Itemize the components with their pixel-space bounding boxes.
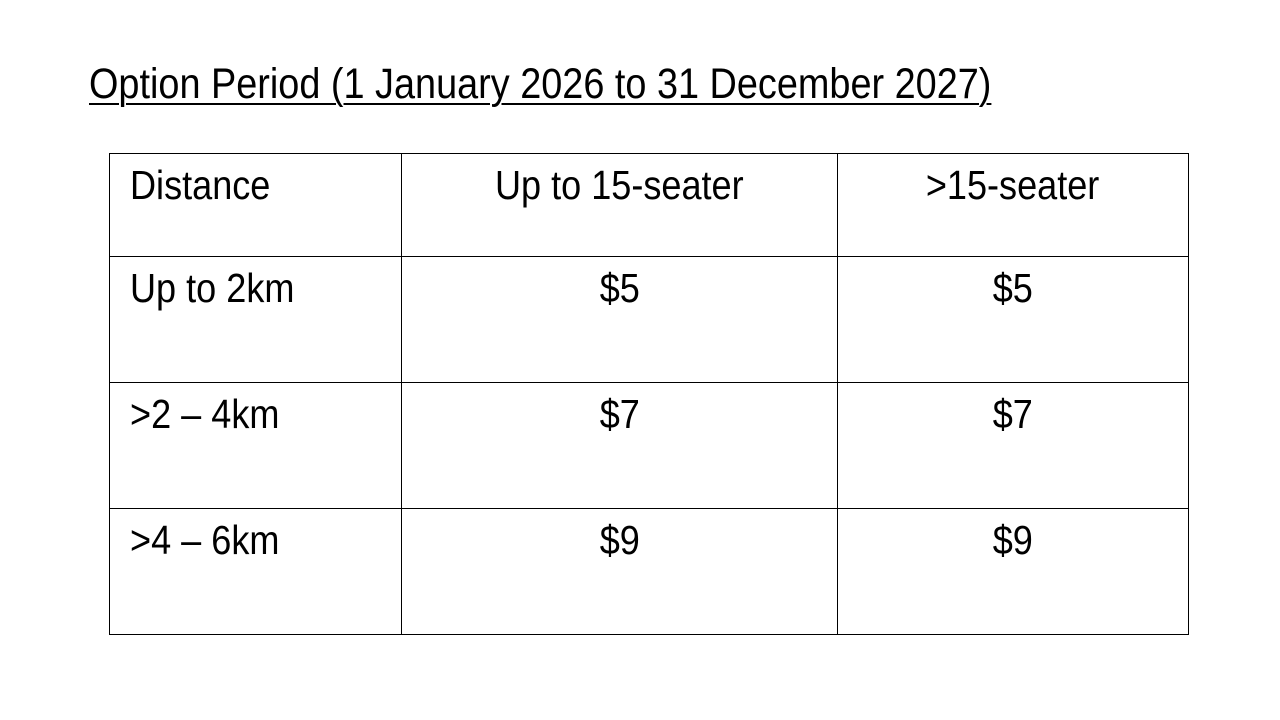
over-15-seater-cell: $9 bbox=[837, 508, 1189, 635]
distance-value: >4 – 6km bbox=[130, 517, 280, 563]
up-to-15-seater-cell: $5 bbox=[401, 256, 838, 383]
header-up-to-15-seater-label: Up to 15-seater bbox=[495, 162, 744, 208]
header-distance: Distance bbox=[109, 153, 402, 257]
up-to-15-seater-cell: $7 bbox=[401, 382, 838, 509]
up-to-15-seater-cell: $9 bbox=[401, 508, 838, 635]
over-15-seater-fare: $5 bbox=[992, 265, 1034, 311]
header-up-to-15-seater: Up to 15-seater bbox=[401, 153, 838, 257]
table-row: Up to 2km $5 $5 bbox=[109, 256, 1189, 383]
header-distance-label: Distance bbox=[130, 162, 271, 208]
distance-value: >2 – 4km bbox=[130, 391, 280, 437]
over-15-seater-cell: $7 bbox=[837, 382, 1189, 509]
fare-table: Distance Up to 15-seater >15-seater Up t… bbox=[109, 153, 1189, 635]
header-over-15-seater-label: >15-seater bbox=[926, 162, 1100, 208]
distance-cell: >2 – 4km bbox=[109, 382, 402, 509]
header-over-15-seater: >15-seater bbox=[837, 153, 1189, 257]
page-title: Option Period (1 January 2026 to 31 Dece… bbox=[89, 60, 992, 108]
up-to-15-seater-fare: $9 bbox=[599, 517, 640, 563]
over-15-seater-cell: $5 bbox=[837, 256, 1189, 383]
over-15-seater-fare: $7 bbox=[992, 391, 1034, 437]
distance-cell: Up to 2km bbox=[109, 256, 402, 383]
distance-cell: >4 – 6km bbox=[109, 508, 402, 635]
distance-value: Up to 2km bbox=[130, 265, 295, 311]
table-row: >2 – 4km $7 $7 bbox=[109, 382, 1189, 509]
up-to-15-seater-fare: $5 bbox=[599, 265, 640, 311]
table-header-row: Distance Up to 15-seater >15-seater bbox=[109, 153, 1189, 257]
up-to-15-seater-fare: $7 bbox=[599, 391, 640, 437]
table-row: >4 – 6km $9 $9 bbox=[109, 508, 1189, 635]
over-15-seater-fare: $9 bbox=[992, 517, 1034, 563]
